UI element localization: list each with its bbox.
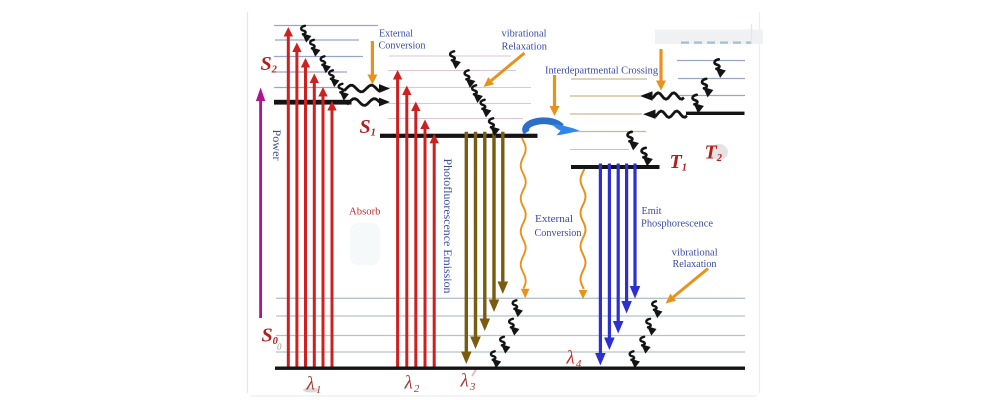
svg-text:Interdepartmental Crossing: Interdepartmental Crossing: [545, 66, 659, 77]
svg-text:Emit: Emit: [642, 206, 662, 217]
svg-text:Conversion: Conversion: [535, 228, 583, 239]
svg-text:External: External: [379, 28, 413, 39]
svg-text:0: 0: [277, 342, 282, 352]
svg-text:Phosphorescence: Phosphorescence: [641, 218, 713, 229]
svg-text:Photofluorescence Emission: Photofluorescence Emission: [441, 159, 453, 294]
svg-text:vibrational: vibrational: [672, 248, 718, 259]
svg-text:Relaxation: Relaxation: [502, 42, 548, 53]
svg-text:External: External: [535, 214, 573, 225]
svg-text:Power: Power: [270, 130, 282, 161]
svg-text:Relaxation: Relaxation: [673, 259, 718, 270]
svg-text:vibrational: vibrational: [502, 29, 547, 40]
svg-text:Absorb: Absorb: [349, 206, 381, 218]
svg-text:Conversion: Conversion: [379, 41, 427, 52]
